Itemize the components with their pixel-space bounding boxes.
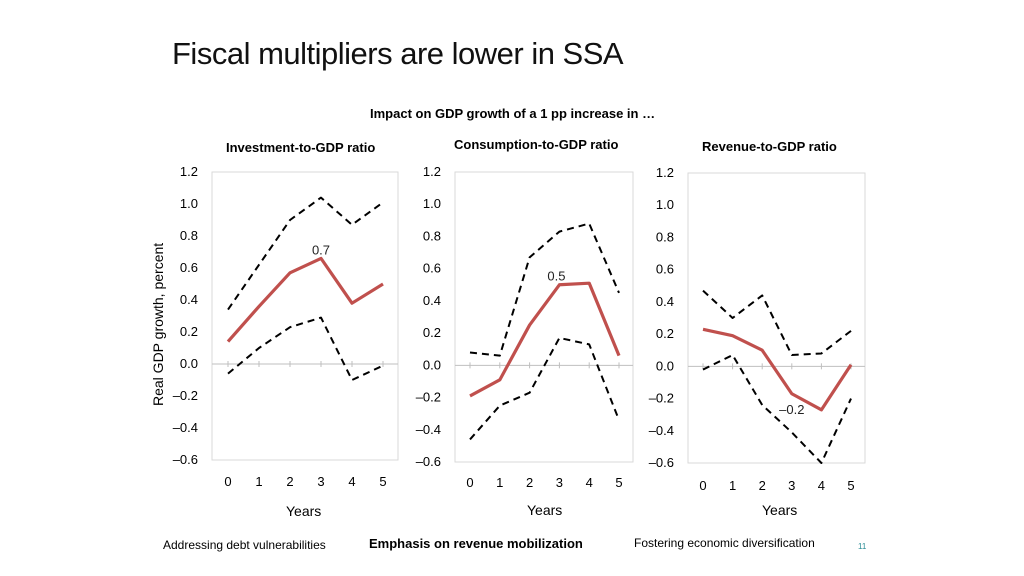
chart-subtitle: Impact on GDP growth of a 1 pp increase … [370, 106, 656, 121]
x-tick-label-investment: 5 [379, 474, 386, 489]
x-tick-label-revenue: 0 [699, 478, 706, 493]
y-tick-label-investment: 0.0 [180, 356, 198, 371]
x-tick-label-consumption: 4 [586, 475, 593, 490]
y-tick-label-revenue: 0.6 [656, 262, 674, 277]
x-tick-label-investment: 3 [317, 474, 324, 489]
y-tick-label-consumption: 1.2 [423, 164, 441, 179]
y-tick-label-consumption: 0.4 [423, 293, 441, 308]
y-tick-label-revenue: 0.0 [656, 358, 674, 373]
y-tick-label-revenue: 0.2 [656, 326, 674, 341]
y-tick-label-revenue: 0.8 [656, 229, 674, 244]
data-label-revenue: –0.2 [779, 402, 804, 417]
x-tick-label-investment: 1 [255, 474, 262, 489]
x-tick-label-revenue: 2 [759, 478, 766, 493]
plot-frame-revenue [687, 172, 866, 464]
x-tick-label-revenue: 5 [847, 478, 854, 493]
x-tick-label-consumption: 0 [466, 475, 473, 490]
y-tick-label-consumption: 0.8 [423, 228, 441, 243]
y-tick-label-revenue: –0.4 [649, 423, 674, 438]
footer-link-revenue[interactable]: Emphasis on revenue mobilization [369, 536, 583, 551]
y-tick-label-consumption: –0.4 [416, 422, 441, 437]
page-number: 11 [858, 542, 867, 551]
x-tick-label-consumption: 5 [615, 475, 622, 490]
plot-frame-investment [211, 171, 399, 461]
y-tick-label-investment: 1.2 [180, 164, 198, 179]
y-tick-label-revenue: 1.2 [656, 165, 674, 180]
footer-link-debt[interactable]: Addressing debt vulnerabilities [163, 538, 326, 552]
series-line-investment-upper-band [227, 196, 384, 311]
series-line-consumption-upper-band [469, 222, 620, 357]
y-tick-label-investment: 0.6 [180, 260, 198, 275]
series-line-revenue-upper-band [702, 289, 852, 357]
y-tick-label-investment: 1.0 [180, 196, 198, 211]
panel-title-consumption: Consumption-to-GDP ratio [454, 137, 619, 152]
x-tick-label-investment: 2 [286, 474, 293, 489]
x-axis-label-consumption: Years [527, 502, 563, 518]
series-line-revenue-lower-band [702, 354, 852, 464]
y-tick-label-revenue: –0.2 [649, 391, 674, 406]
x-tick-label-revenue: 3 [788, 478, 795, 493]
x-axis-label-investment: Years [286, 503, 322, 519]
y-tick-label-investment: –0.2 [173, 388, 198, 403]
y-tick-label-consumption: 0.2 [423, 325, 441, 340]
y-tick-label-consumption: 0.0 [423, 357, 441, 372]
y-tick-label-consumption: –0.2 [416, 390, 441, 405]
x-tick-label-consumption: 2 [526, 475, 533, 490]
y-tick-label-consumption: 0.6 [423, 261, 441, 276]
data-label-consumption: 0.5 [547, 269, 565, 284]
series-line-consumption-estimate [469, 281, 621, 398]
x-tick-label-revenue: 4 [818, 478, 825, 493]
x-tick-label-revenue: 1 [729, 478, 736, 493]
y-tick-label-revenue: 1.0 [656, 197, 674, 212]
series-line-investment-lower-band [227, 316, 384, 381]
x-tick-label-consumption: 1 [496, 475, 503, 490]
panel-title-revenue: Revenue-to-GDP ratio [702, 139, 837, 154]
footer-link-diversification[interactable]: Fostering economic diversification [634, 536, 815, 550]
y-tick-label-investment: 0.8 [180, 228, 198, 243]
series-line-consumption-lower-band [469, 336, 620, 441]
y-tick-label-consumption: 1.0 [423, 196, 441, 211]
x-tick-label-investment: 4 [348, 474, 355, 489]
series-line-investment-estimate [226, 256, 384, 343]
y-tick-label-consumption: –0.6 [416, 454, 441, 469]
y-tick-label-investment: 0.2 [180, 324, 198, 339]
data-label-investment: 0.7 [312, 242, 330, 257]
slide-title: Fiscal multipliers are lower in SSA [172, 36, 624, 71]
y-tick-label-investment: –0.4 [173, 420, 198, 435]
y-tick-label-investment: 0.4 [180, 292, 198, 307]
plot-frame-consumption [454, 171, 634, 463]
y-tick-label-revenue: 0.4 [656, 294, 674, 309]
x-tick-label-investment: 0 [224, 474, 231, 489]
y-tick-label-revenue: –0.6 [649, 455, 674, 470]
y-tick-label-investment: –0.6 [173, 452, 198, 467]
x-tick-label-consumption: 3 [556, 475, 563, 490]
series-line-revenue-estimate [702, 327, 853, 412]
x-axis-label-revenue: Years [762, 502, 798, 518]
panel-title-investment: Investment-to-GDP ratio [226, 140, 376, 155]
